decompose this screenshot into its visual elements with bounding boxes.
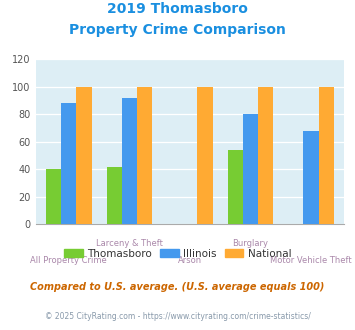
Bar xyxy=(197,87,213,224)
Bar xyxy=(228,150,243,224)
Text: Compared to U.S. average. (U.S. average equals 100): Compared to U.S. average. (U.S. average … xyxy=(30,282,325,292)
Text: Arson: Arson xyxy=(178,256,202,265)
Text: Property Crime Comparison: Property Crime Comparison xyxy=(69,23,286,37)
Bar xyxy=(106,167,122,224)
Text: Larceny & Theft: Larceny & Theft xyxy=(96,239,163,248)
Text: All Property Crime: All Property Crime xyxy=(31,256,107,265)
Text: © 2025 CityRating.com - https://www.cityrating.com/crime-statistics/: © 2025 CityRating.com - https://www.city… xyxy=(45,312,310,321)
Bar xyxy=(304,131,319,224)
Bar xyxy=(137,87,152,224)
Bar xyxy=(319,87,334,224)
Bar xyxy=(46,169,61,224)
Legend: Thomasboro, Illinois, National: Thomasboro, Illinois, National xyxy=(60,245,295,263)
Bar xyxy=(258,87,273,224)
Bar xyxy=(61,103,76,224)
Text: Burglary: Burglary xyxy=(233,239,268,248)
Bar xyxy=(243,115,258,224)
Text: 2019 Thomasboro: 2019 Thomasboro xyxy=(107,2,248,16)
Text: Motor Vehicle Theft: Motor Vehicle Theft xyxy=(270,256,352,265)
Bar xyxy=(76,87,92,224)
Bar xyxy=(122,98,137,224)
